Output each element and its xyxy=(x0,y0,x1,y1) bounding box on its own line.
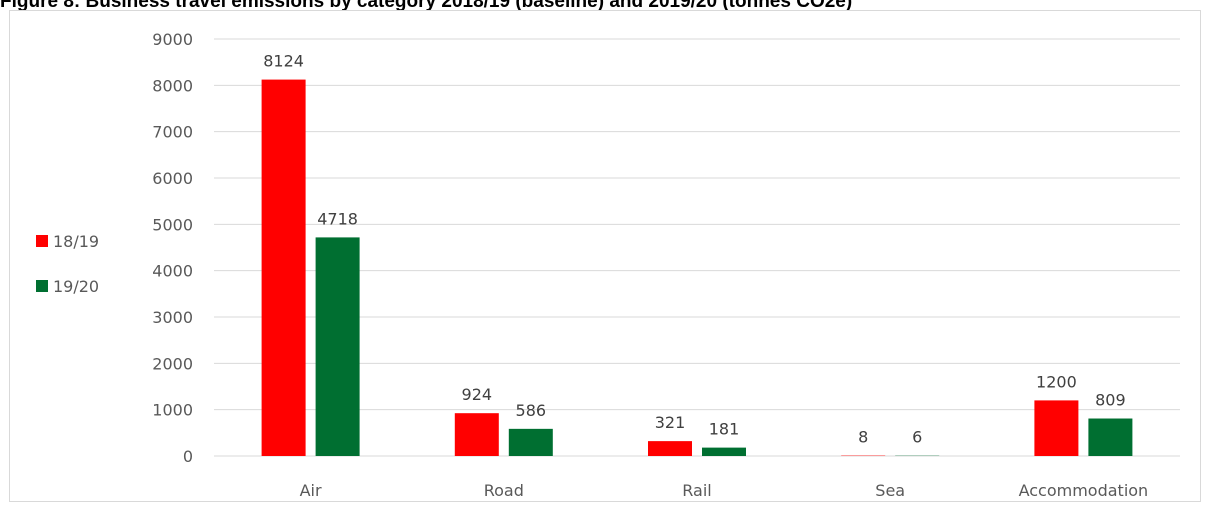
data-labels: 8124 4718 924 586 321 181 8 6 1200 809 xyxy=(263,52,1125,447)
y-tick-label-1000: 1000 xyxy=(152,401,193,420)
category-label-air: Air xyxy=(300,481,322,500)
y-tick-label-4000: 4000 xyxy=(152,262,193,281)
y-tick-label-0: 0 xyxy=(183,447,193,466)
category-label-road: Road xyxy=(484,481,524,500)
data-label-air-19-20: 4718 xyxy=(317,209,358,228)
data-label-road-19-20: 586 xyxy=(516,401,547,420)
legend-label-19-20: 19/20 xyxy=(53,277,99,296)
chart-frame xyxy=(9,10,1201,502)
x-axis-categories: Air Road Rail Sea Accommodation xyxy=(300,481,1149,500)
bar-rail-18-19 xyxy=(648,441,692,456)
bar-accommodation-19-20 xyxy=(1088,418,1133,456)
bar-air-19-20 xyxy=(315,237,360,456)
bar-road-19-20 xyxy=(508,428,553,456)
category-label-rail: Rail xyxy=(682,481,711,500)
y-tick-label-5000: 5000 xyxy=(152,215,193,234)
data-label-sea-18-19: 8 xyxy=(858,428,868,447)
bar-accommodation-18-19 xyxy=(1034,400,1079,456)
data-label-air-18-19: 8124 xyxy=(263,52,304,71)
legend-swatch-18-19 xyxy=(36,235,48,247)
bar-rail-19-20 xyxy=(702,447,746,456)
category-label-accommodation: Accommodation xyxy=(1019,481,1149,500)
legend-label-18-19: 18/19 xyxy=(53,232,99,251)
legend-swatch-19-20 xyxy=(36,280,48,292)
y-tick-label-2000: 2000 xyxy=(152,354,193,373)
category-label-sea: Sea xyxy=(875,481,905,500)
gridlines xyxy=(214,38,1180,457)
y-tick-label-8000: 8000 xyxy=(152,76,193,95)
bar-road-18-19 xyxy=(454,413,499,456)
y-tick-label-3000: 3000 xyxy=(152,308,193,327)
bar-air-18-19 xyxy=(261,79,306,456)
y-tick-label-6000: 6000 xyxy=(152,169,193,188)
legend: 18/19 19/20 xyxy=(36,232,99,296)
data-label-rail-19-20: 181 xyxy=(709,420,740,439)
data-label-rail-18-19: 321 xyxy=(655,413,686,432)
data-label-sea-19-20: 6 xyxy=(912,428,922,447)
data-label-accommodation-18-19: 1200 xyxy=(1036,372,1077,391)
y-axis-ticks: 0 1000 2000 3000 4000 5000 6000 7000 8000 9000 xyxy=(152,30,193,466)
data-label-accommodation-19-20: 809 xyxy=(1095,391,1126,410)
bars xyxy=(261,79,1133,456)
data-label-road-18-19: 924 xyxy=(462,385,493,404)
chart-caption: Figure 8: Business travel emissions by c… xyxy=(0,0,853,11)
y-tick-label-9000: 9000 xyxy=(152,30,193,49)
y-tick-label-7000: 7000 xyxy=(152,123,193,142)
